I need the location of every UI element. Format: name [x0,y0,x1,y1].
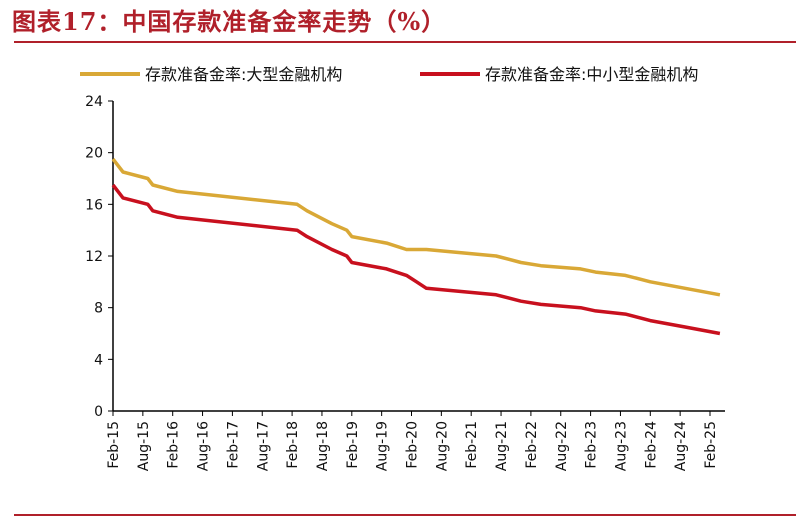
x-tick-label: Aug-19 [375,421,391,471]
x-tick-label: Feb-20 [405,421,421,469]
series-line-2 [111,183,721,336]
x-tick-label: Aug-22 [554,421,570,471]
x-tick-label: Aug-23 [613,421,629,471]
y-tick-label: 16 [85,197,103,213]
chart-title: 图表17：中国存款准备金率走势（%） [12,7,447,36]
x-tick-label: Feb-24 [643,421,659,469]
x-tick-label: Feb-21 [464,421,480,469]
x-tick-label: Aug-20 [434,421,450,471]
x-tick-label: Feb-19 [345,421,361,469]
y-tick-label: 4 [94,352,103,368]
bottom-divider [14,514,796,516]
y-tick-label: 24 [85,94,103,110]
x-tick-label: Aug-15 [136,421,152,471]
x-tick-label: Feb-25 [703,421,719,469]
x-tick-label: Aug-17 [255,421,271,471]
y-tick-label: 20 [85,146,103,162]
x-tick-label: Feb-15 [106,421,122,469]
title-divider [14,41,796,43]
series-line-1 [111,158,721,297]
x-tick-label: Aug-21 [494,421,510,471]
x-tick-label: Feb-18 [285,421,301,469]
y-tick-label: 12 [85,249,103,265]
x-tick-label: Feb-17 [225,421,241,469]
legend-label-1: 存款准备金率:大型金融机构 [145,65,342,84]
x-tick-label: Feb-16 [166,421,182,469]
x-tick-label: Feb-22 [524,421,540,469]
legend-label-2: 存款准备金率:中小型金融机构 [485,65,698,84]
y-tick-label: 8 [94,301,103,317]
x-tick-label: Aug-18 [315,421,331,471]
x-tick-label: Aug-24 [673,421,689,471]
y-tick-label: 0 [94,404,103,420]
x-tick-label: Feb-23 [584,421,600,469]
x-tick-label: Aug-16 [196,421,212,471]
